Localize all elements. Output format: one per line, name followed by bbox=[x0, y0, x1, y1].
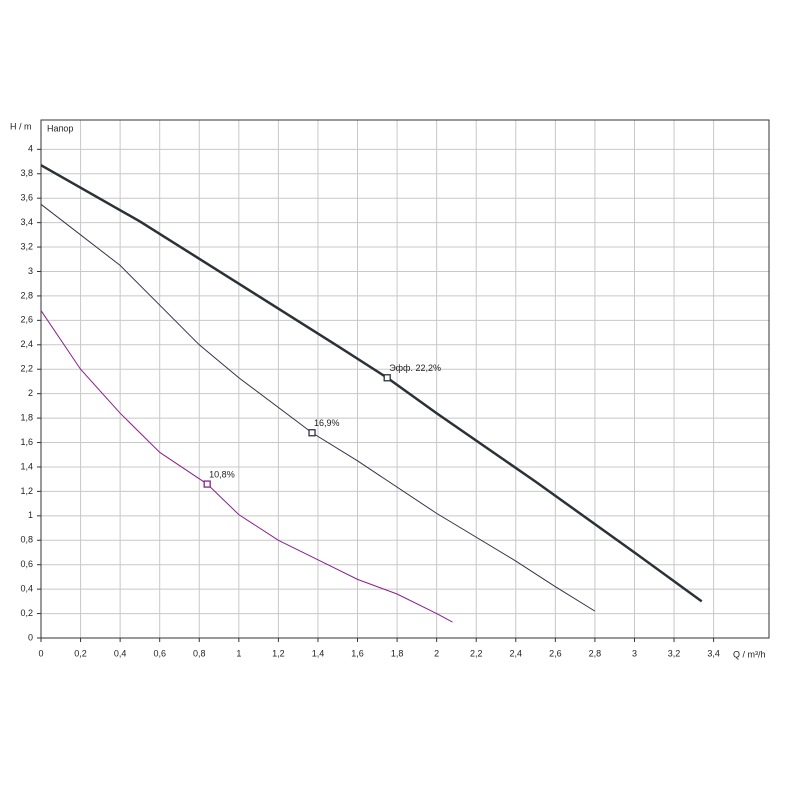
x-tick-label: 2,6 bbox=[549, 648, 562, 658]
x-tick-label: 1,6 bbox=[351, 648, 364, 658]
x-tick-label: 1,2 bbox=[272, 648, 285, 658]
y-tick-label: 0 bbox=[28, 632, 33, 642]
y-tick-label: 1,4 bbox=[20, 461, 33, 471]
x-tick-label: 0 bbox=[38, 648, 43, 658]
y-tick-label: 3,2 bbox=[20, 241, 33, 251]
x-tick-label: 0,6 bbox=[153, 648, 166, 658]
x-tick-label: 3 bbox=[632, 648, 637, 658]
point-label: 16,9% bbox=[314, 418, 340, 428]
plot-frame bbox=[40, 119, 770, 639]
y-tick-label: 1,2 bbox=[20, 486, 33, 496]
curve bbox=[40, 203, 596, 612]
x-tick-label: 1,8 bbox=[391, 648, 404, 658]
x-tick-label: 2,2 bbox=[470, 648, 483, 658]
plot-label: Напор bbox=[47, 123, 73, 133]
curve bbox=[40, 164, 703, 603]
y-tick-label: 1,8 bbox=[20, 412, 33, 422]
y-tick-label: 2 bbox=[28, 388, 33, 398]
x-tick-label: 2,4 bbox=[510, 648, 523, 658]
y-axis-label: H / m bbox=[10, 121, 32, 131]
y-tick-label: 2,2 bbox=[20, 364, 33, 374]
y-tick-label: 0,2 bbox=[20, 608, 33, 618]
curve bbox=[40, 310, 453, 623]
x-tick-label: 0,2 bbox=[74, 648, 87, 658]
y-tick-label: 1 bbox=[28, 510, 33, 520]
x-tick-label: 3,2 bbox=[668, 648, 681, 658]
y-tick-label: 3,8 bbox=[20, 168, 33, 178]
y-tick-label: 3,4 bbox=[20, 217, 33, 227]
y-tick-label: 2,8 bbox=[20, 290, 33, 300]
operating-point bbox=[308, 429, 316, 437]
operating-point bbox=[383, 374, 391, 382]
y-tick-label: 0,4 bbox=[20, 584, 33, 594]
y-tick-label: 2,4 bbox=[20, 339, 33, 349]
x-tick-label: 1,4 bbox=[312, 648, 325, 658]
x-tick-label: 2,8 bbox=[589, 648, 602, 658]
y-tick-label: 4 bbox=[28, 144, 33, 154]
x-tick-label: 2 bbox=[434, 648, 439, 658]
y-tick-label: 0,8 bbox=[20, 535, 33, 545]
y-tick-label: 2,6 bbox=[20, 315, 33, 325]
x-tick-label: 0,4 bbox=[114, 648, 127, 658]
x-tick-label: 1 bbox=[236, 648, 241, 658]
point-label: Эфф. 22,2% bbox=[389, 363, 441, 373]
y-tick-label: 3,6 bbox=[20, 193, 33, 203]
x-tick-label: 3,4 bbox=[707, 648, 720, 658]
y-tick-label: 0,6 bbox=[20, 559, 33, 569]
x-axis-label: Q / m³/h bbox=[733, 649, 766, 659]
x-tick-label: 0,8 bbox=[193, 648, 206, 658]
point-label: 10,8% bbox=[209, 469, 235, 479]
y-tick-label: 3 bbox=[28, 266, 33, 276]
operating-point bbox=[203, 480, 211, 488]
y-tick-label: 1,6 bbox=[20, 437, 33, 447]
